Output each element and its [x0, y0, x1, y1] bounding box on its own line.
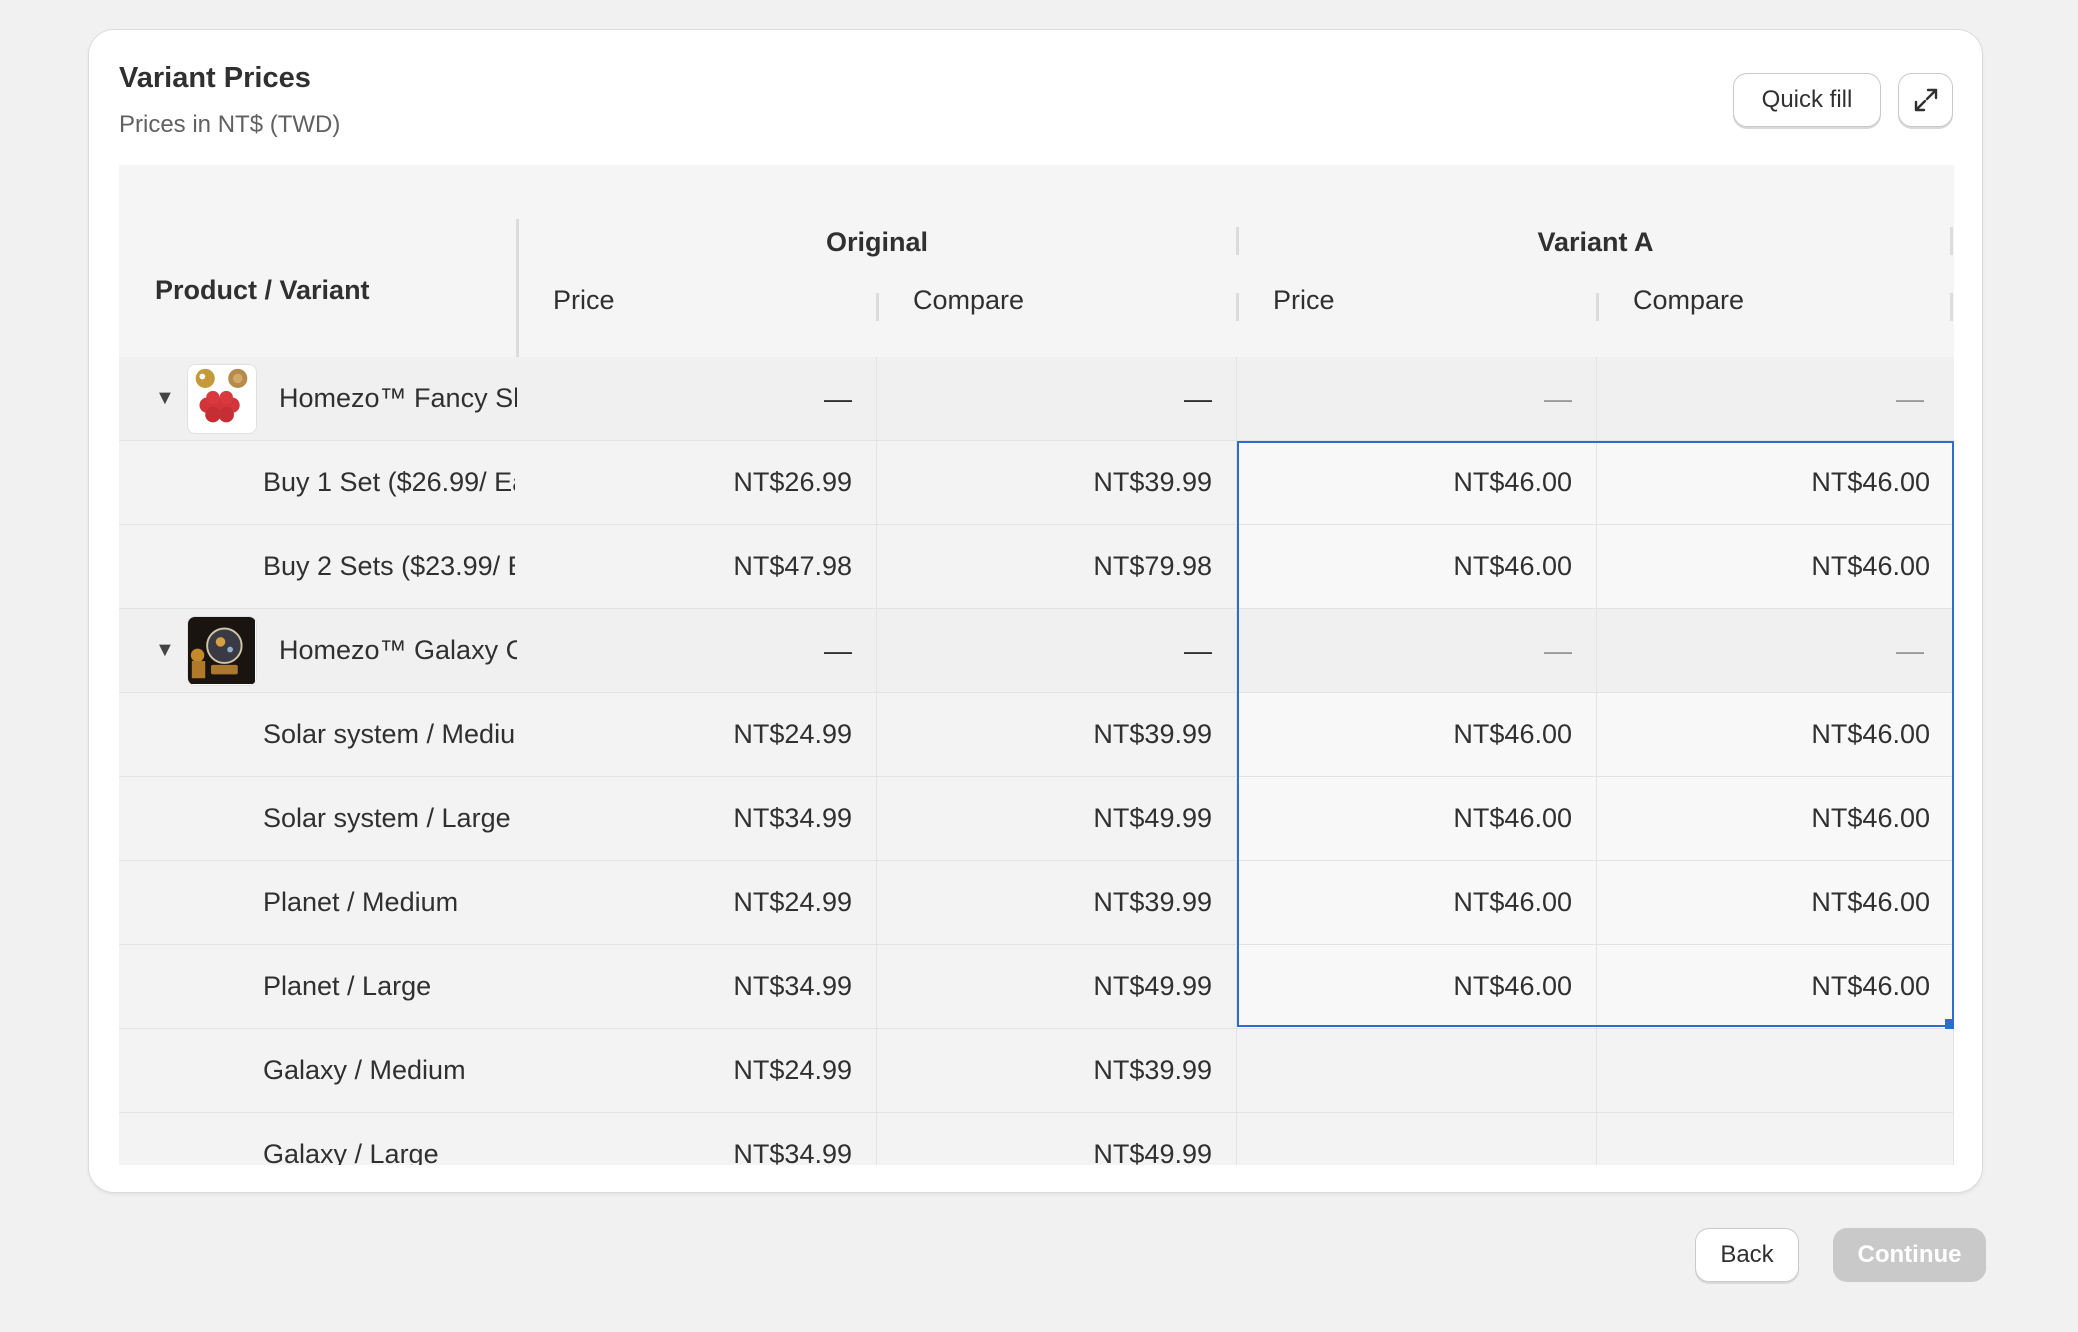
- original-price-cell: NT$24.99: [517, 1029, 877, 1112]
- table-row[interactable]: Galaxy / Large NT$34.99 NT$49.99: [119, 1113, 1954, 1165]
- variant-name: Galaxy / Medium: [263, 1055, 466, 1085]
- collapse-toggle-icon[interactable]: ▼: [155, 387, 175, 409]
- original-compare-cell: NT$49.99: [877, 945, 1237, 1028]
- table-row[interactable]: Buy 2 Sets ($23.99/ E NT$47.98 NT$79.98 …: [119, 525, 1954, 609]
- variant-compare-cell[interactable]: NT$46.00: [1597, 693, 1954, 776]
- original-price-cell: NT$34.99: [517, 945, 877, 1028]
- expand-arrows-icon: [1914, 88, 1937, 112]
- original-compare-cell: NT$49.99: [877, 1113, 1237, 1165]
- card-title: Variant Prices: [119, 62, 311, 94]
- variant-price-cell[interactable]: NT$46.00: [1237, 441, 1597, 524]
- column-resize-handle[interactable]: [1236, 293, 1239, 321]
- variant-price-cell[interactable]: NT$46.00: [1237, 777, 1597, 860]
- variant-name: Planet / Medium: [263, 887, 459, 917]
- variant-name: Galaxy / Large: [263, 1139, 439, 1165]
- product-thumbnail: [187, 363, 257, 434]
- variant-price-cell[interactable]: —: [1237, 609, 1597, 692]
- product-thumbnail: [187, 615, 257, 686]
- header-divider[interactable]: [516, 219, 519, 361]
- variant-compare-cell[interactable]: NT$46.00: [1597, 777, 1954, 860]
- table-header: Product / Variant Original Variant A Pri…: [119, 165, 1954, 361]
- table-row[interactable]: Galaxy / Medium NT$24.99 NT$39.99: [119, 1029, 1954, 1113]
- variant-price-cell[interactable]: [1237, 1113, 1597, 1165]
- header-variant-compare: Compare: [1633, 285, 1745, 315]
- header-product-variant: Product / Variant: [155, 275, 370, 305]
- card-subtitle: Prices in NT$ (TWD): [119, 111, 341, 138]
- column-resize-handle[interactable]: [876, 293, 879, 321]
- variant-compare-cell[interactable]: [1597, 1113, 1954, 1165]
- variant-compare-cell[interactable]: [1597, 1029, 1954, 1112]
- table-row[interactable]: Planet / Medium NT$24.99 NT$39.99 NT$46.…: [119, 861, 1954, 945]
- header-original-compare: Compare: [913, 285, 1025, 315]
- variant-name: Solar system / Large: [263, 803, 511, 833]
- header-divider[interactable]: [1950, 227, 1953, 255]
- variant-compare-cell[interactable]: —: [1597, 357, 1954, 440]
- original-price-cell: —: [517, 357, 877, 440]
- original-price-cell: —: [517, 609, 877, 692]
- original-compare-cell: NT$39.99: [877, 1029, 1237, 1112]
- variant-compare-cell[interactable]: NT$46.00: [1597, 441, 1954, 524]
- table-row[interactable]: Solar system / Large NT$34.99 NT$49.99 N…: [119, 777, 1954, 861]
- variant-compare-cell[interactable]: NT$46.00: [1597, 525, 1954, 608]
- variant-name: Solar system / Mediu: [263, 719, 515, 749]
- variant-price-cell[interactable]: —: [1237, 357, 1597, 440]
- original-compare-cell: NT$79.98: [877, 525, 1237, 608]
- original-price-cell: NT$24.99: [517, 693, 877, 776]
- variant-price-cell[interactable]: NT$46.00: [1237, 945, 1597, 1028]
- expand-button[interactable]: [1898, 73, 1953, 127]
- variant-price-cell[interactable]: NT$46.00: [1237, 693, 1597, 776]
- original-compare-cell: —: [877, 357, 1237, 440]
- header-original-price: Price: [553, 285, 615, 315]
- original-compare-cell: NT$39.99: [877, 441, 1237, 524]
- column-resize-handle[interactable]: [1596, 293, 1599, 321]
- product-row[interactable]: ▼ Homezo™: [119, 357, 1954, 441]
- variant-compare-cell[interactable]: —: [1597, 609, 1954, 692]
- variant-name: Buy 2 Sets ($23.99/ E: [263, 551, 515, 581]
- quick-fill-button[interactable]: Quick fill: [1733, 73, 1881, 127]
- back-button[interactable]: Back: [1695, 1228, 1799, 1282]
- column-resize-handle[interactable]: [1950, 293, 1953, 321]
- original-price-cell: NT$26.99: [517, 441, 877, 524]
- original-price-cell: NT$24.99: [517, 861, 877, 944]
- table-row[interactable]: Buy 1 Set ($26.99/ Ea NT$26.99 NT$39.99 …: [119, 441, 1954, 525]
- header-divider[interactable]: [1236, 227, 1239, 255]
- variant-prices-card: Variant Prices Prices in NT$ (TWD) Quick…: [88, 29, 1983, 1193]
- original-price-cell: NT$47.98: [517, 525, 877, 608]
- header-group-original: Original: [825, 227, 928, 257]
- variant-price-cell[interactable]: NT$46.00: [1237, 525, 1597, 608]
- table-row[interactable]: Solar system / Mediu NT$24.99 NT$39.99 N…: [119, 693, 1954, 777]
- variant-compare-cell[interactable]: NT$46.00: [1597, 861, 1954, 944]
- header-variant-price: Price: [1273, 285, 1335, 315]
- original-price-cell: NT$34.99: [517, 1113, 877, 1165]
- original-compare-cell: NT$39.99: [877, 861, 1237, 944]
- variant-price-cell[interactable]: [1237, 1029, 1597, 1112]
- variant-name: Planet / Large: [263, 971, 432, 1001]
- header-group-variant-a: Variant A: [1537, 227, 1654, 257]
- original-compare-cell: NT$49.99: [877, 777, 1237, 860]
- original-compare-cell: NT$39.99: [877, 693, 1237, 776]
- fill-handle[interactable]: [1945, 1019, 1954, 1029]
- product-name: Homezo™ Galaxy C: [279, 635, 517, 665]
- variant-price-cell[interactable]: NT$46.00: [1237, 861, 1597, 944]
- table-row[interactable]: Planet / Large NT$34.99 NT$49.99 NT$46.0…: [119, 945, 1954, 1029]
- variant-name: Buy 1 Set ($26.99/ Ea: [263, 467, 515, 497]
- original-compare-cell: —: [877, 609, 1237, 692]
- variant-price-table: Product / Variant Original Variant A Pri…: [119, 165, 1954, 1165]
- continue-button[interactable]: Continue: [1833, 1228, 1986, 1282]
- original-price-cell: NT$34.99: [517, 777, 877, 860]
- collapse-toggle-icon[interactable]: ▼: [155, 639, 175, 661]
- variant-compare-cell[interactable]: NT$46.00: [1597, 945, 1954, 1028]
- product-name: Homezo™ Fancy Sh: [279, 383, 517, 413]
- product-row[interactable]: ▼ Homezo™ Galaxy C — —: [119, 609, 1954, 693]
